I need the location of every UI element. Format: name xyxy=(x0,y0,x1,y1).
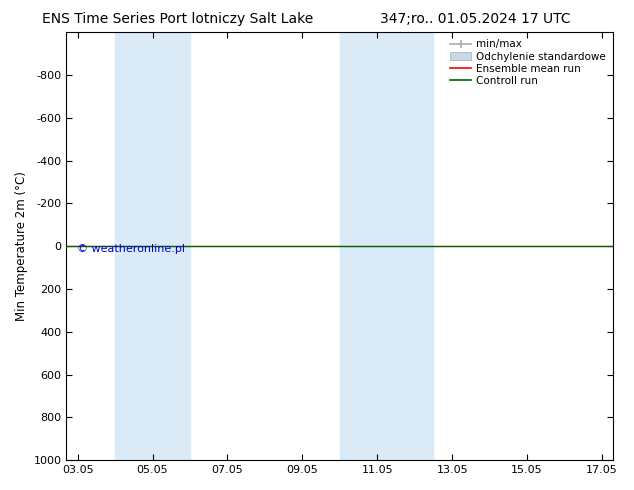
Bar xyxy=(115,32,190,460)
Text: ENS Time Series Port lotniczy Salt Lake: ENS Time Series Port lotniczy Salt Lake xyxy=(42,12,313,26)
Legend: min/max, Odchylenie standardowe, Ensemble mean run, Controll run: min/max, Odchylenie standardowe, Ensembl… xyxy=(446,35,610,90)
Bar xyxy=(340,32,434,460)
Text: 347;ro.. 01.05.2024 17 UTC: 347;ro.. 01.05.2024 17 UTC xyxy=(380,12,571,26)
Y-axis label: Min Temperature 2m (°C): Min Temperature 2m (°C) xyxy=(15,171,28,321)
Text: © weatheronline.pl: © weatheronline.pl xyxy=(77,244,185,254)
